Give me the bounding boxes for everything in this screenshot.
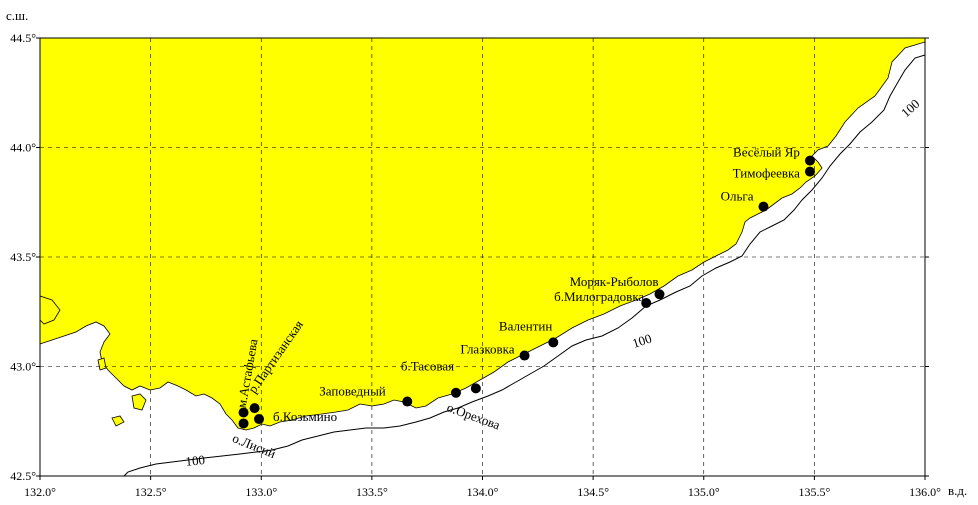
station-label: Ольга bbox=[721, 189, 754, 204]
isobath-100 bbox=[123, 54, 926, 477]
station-marker bbox=[254, 414, 265, 425]
station-label: Заповедный bbox=[319, 384, 386, 399]
station-marker bbox=[548, 337, 559, 348]
station-label: б.Козьмино bbox=[273, 409, 337, 424]
tick-label-lat: 44.0° bbox=[10, 141, 36, 155]
lon-unit-label: в.д. bbox=[948, 483, 967, 498]
station-marker bbox=[758, 201, 769, 212]
station-label: Моряк-Рыболов bbox=[570, 274, 659, 289]
station-marker bbox=[470, 383, 481, 394]
tick-label-lon: 135.0° bbox=[688, 485, 720, 499]
tick-label-lon: 133.0° bbox=[245, 485, 277, 499]
island bbox=[131, 393, 147, 411]
lat-unit-label: с.ш. bbox=[6, 8, 28, 23]
isobath-label: 100 bbox=[185, 452, 206, 469]
map-frame bbox=[39, 37, 926, 477]
station-marker bbox=[519, 350, 530, 361]
station-marker bbox=[238, 407, 249, 418]
station-marker bbox=[641, 297, 652, 308]
station-marker bbox=[249, 403, 260, 414]
tick-label-lon: 132.5° bbox=[135, 485, 167, 499]
station-marker bbox=[402, 396, 413, 407]
tick-label-lat: 43.0° bbox=[10, 360, 36, 374]
tick-label-lon: 136.0° bbox=[909, 485, 941, 499]
station-marker bbox=[804, 166, 815, 177]
tick-label-lat: 43.5° bbox=[10, 250, 36, 264]
station-label: Весёлый Яр bbox=[733, 145, 800, 160]
tick-label-lon: 134.5° bbox=[577, 485, 609, 499]
tick-label-lon: 132.0° bbox=[24, 485, 56, 499]
tick-label-lon: 133.5° bbox=[356, 485, 388, 499]
station-marker bbox=[450, 387, 461, 398]
station-marker bbox=[238, 418, 249, 429]
station-label: Тимофеевка bbox=[733, 166, 801, 181]
station-label: Глазковка bbox=[460, 342, 514, 357]
station-label: Валентин bbox=[499, 318, 552, 333]
tick-label-lat: 44.5° bbox=[10, 31, 36, 45]
station-marker bbox=[654, 289, 665, 300]
station-label: б.Тасовая bbox=[401, 358, 454, 373]
tick-label-lat: 42.5° bbox=[10, 469, 36, 483]
tick-label-lon: 135.5° bbox=[798, 485, 830, 499]
tick-label-lon: 134.0° bbox=[467, 485, 499, 499]
island bbox=[111, 415, 125, 427]
station-label: б.Милоградовка bbox=[554, 289, 644, 304]
isobath-label: 100 bbox=[630, 331, 653, 351]
station-marker bbox=[804, 155, 815, 166]
